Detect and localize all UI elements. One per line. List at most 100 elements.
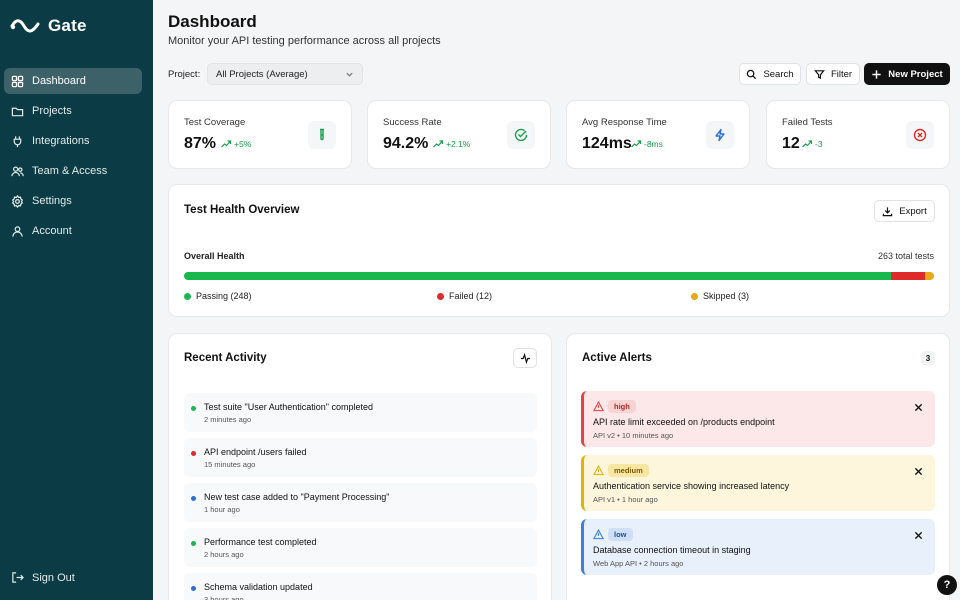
recent-activity-card: Recent Activity Test suite "User Authent… [168,333,552,600]
activity-item[interactable]: Schema validation updated 3 hours ago [184,573,537,600]
stat-card-failed-tests: Failed Tests 12 -3 [766,100,950,169]
activity-dot [191,451,196,456]
sidebar-item-settings[interactable]: Settings [4,188,142,214]
activity-time: 3 hours ago [204,595,244,600]
warning-icon [593,529,604,540]
test-health-title: Test Health Overview [184,204,300,216]
legend-dot [437,292,444,300]
x-circle-icon [913,128,927,142]
stat-delta-value: +2.1% [446,139,471,149]
sidebar-item-label: Integrations [32,135,90,147]
plus-icon [872,69,881,79]
project-select-value: All Projects (Average) [216,68,308,80]
activity-time: 1 hour ago [204,505,240,514]
main-content: Dashboard Monitor your API testing perfo… [153,0,960,600]
stat-value: 124ms [582,135,632,152]
close-icon[interactable] [914,467,923,476]
sign-out-label: Sign Out [32,571,75,584]
activity-dot [191,496,196,501]
alert-text: API rate limit exceeded on /products end… [593,417,775,427]
sidebar-item-label: Projects [32,105,72,117]
stat-label: Failed Tests [782,117,833,128]
sidebar-item-dashboard[interactable]: Dashboard [4,68,142,94]
new-project-label: New Project [888,68,943,80]
active-alerts-title: Active Alerts [582,352,652,364]
activity-text: New test case added to "Payment Processi… [204,492,390,502]
stat-value: 87% [184,135,217,152]
alerts-count-badge: 3 [921,351,935,365]
close-icon[interactable] [914,403,923,412]
activity-list: Test suite "User Authentication" complet… [184,393,537,600]
activity-icon [520,352,530,364]
activity-dot [191,406,196,411]
activity-time: 2 hours ago [204,550,244,559]
stat-delta: -3 [802,139,823,149]
legend-dot [184,292,191,300]
stat-delta-value: -3 [815,139,823,149]
sign-out-button[interactable]: Sign Out [11,571,75,584]
alert-item-high[interactable]: high API rate limit exceeded on /products… [581,391,935,447]
active-alerts-card: Active Alerts 3 high API rate limit excee… [566,333,950,600]
activity-text: API endpoint /users failed [204,447,307,457]
export-button[interactable]: Export [874,200,935,222]
activity-item[interactable]: Test suite "User Authentication" complet… [184,393,537,432]
trend-up-icon [802,140,812,148]
filter-button[interactable]: Filter [806,63,860,85]
stat-card-test-coverage: Test Coverage 87% +5% [168,100,352,169]
legend-passing: Passing (248) [184,291,252,301]
new-project-button[interactable]: New Project [864,63,950,85]
stat-delta: +5% [221,139,251,149]
alert-text: Authentication service showing increased… [593,481,790,491]
users-icon [11,166,24,176]
activity-item[interactable]: New test case added to "Payment Processi… [184,483,537,522]
alert-text: Database connection timeout in staging [593,545,751,555]
trend-up-icon [631,140,641,148]
activity-button[interactable] [513,348,537,368]
stat-delta-value: -8ms [644,139,663,149]
bolt-icon [715,128,725,142]
brand-name: Gate [48,16,87,35]
activity-text: Performance test completed [204,537,317,547]
legend-dot [691,292,698,300]
sidebar-item-account[interactable]: Account [4,218,142,244]
plug-icon [13,135,22,147]
activity-item[interactable]: API endpoint /users failed 15 minutes ago [184,438,537,477]
activity-item[interactable]: Performance test completed 2 hours ago [184,528,537,567]
project-select[interactable]: All Projects (Average) [207,63,363,85]
activity-time: 2 minutes ago [204,415,252,424]
trend-up-icon [221,140,231,148]
filter-icon [814,69,825,79]
page-subtitle: Monitor your API testing performance acr… [168,35,441,47]
activity-dot [191,586,196,591]
legend-label: Failed (12) [449,291,493,301]
filter-button-label: Filter [830,68,853,80]
close-icon[interactable] [914,531,923,540]
warning-icon [593,465,604,476]
stat-label: Success Rate [383,117,442,128]
alert-level-badge: medium [608,464,649,477]
sidebar-item-label: Account [32,225,72,237]
health-bar-skipped [925,272,934,280]
stat-card-avg-response-time: Avg Response Time 124ms -8ms [566,100,750,169]
health-bar-failed [891,272,926,280]
brand[interactable]: Gate [10,16,87,36]
sidebar-item-projects[interactable]: Projects [4,98,142,124]
legend-label: Skipped (3) [703,291,750,301]
legend-skipped: Skipped (3) [691,291,749,301]
stat-delta-value: +5% [234,139,252,149]
sidebar-item-integrations[interactable]: Integrations [4,128,142,154]
logout-icon [12,572,24,583]
folder-icon [11,107,24,116]
help-button[interactable]: ? [937,575,957,595]
stat-icon-box [906,121,934,149]
alert-item-low[interactable]: low Database connection timeout in stagin… [581,519,935,575]
activity-text: Test suite "User Authentication" complet… [204,402,373,412]
legend-failed: Failed (12) [437,291,492,301]
sidebar-item-team-access[interactable]: Team & Access [4,158,142,184]
stat-value: 12 [782,135,800,152]
search-button[interactable]: Search [739,63,801,85]
stat-label: Test Coverage [184,117,246,128]
stat-delta: -8ms [631,139,663,149]
alert-item-medium[interactable]: medium Authentication service showing inc… [581,455,935,511]
test-tube-icon [320,128,324,141]
